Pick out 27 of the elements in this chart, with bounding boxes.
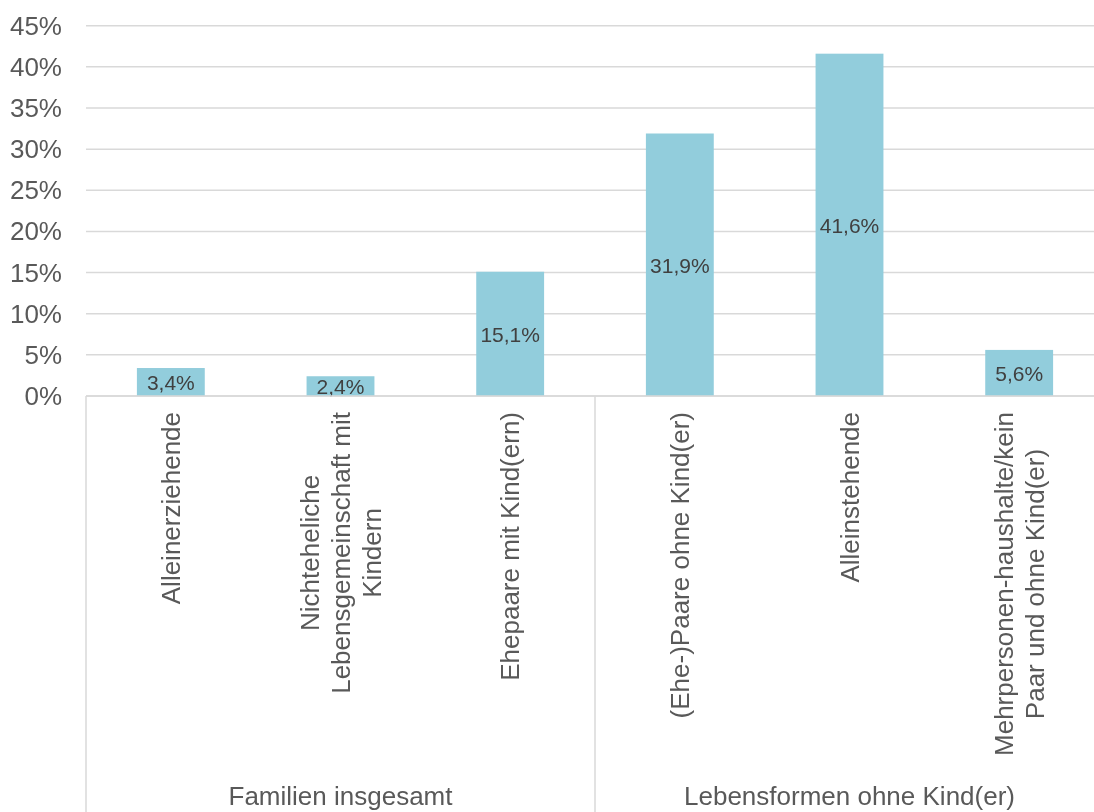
- x-tick-label: Nichteheliche Lebensgemeinschaft mit Kindern: [294, 411, 387, 694]
- y-tick-label: 15%: [9, 257, 62, 288]
- y-tick-label: 20%: [9, 216, 62, 247]
- x-tick-label: Alleinerziehende: [155, 412, 186, 605]
- data-label: 41,6%: [819, 213, 880, 237]
- y-tick-label: 30%: [9, 134, 62, 165]
- y-tick-label: 5%: [24, 339, 62, 370]
- x-tick-label: (Ehe-)Paare ohne Kind(er): [664, 411, 695, 719]
- data-label: 15,1%: [480, 322, 540, 346]
- y-tick-label: 35%: [9, 92, 62, 123]
- x-tick-label: Mehrpersonen-haushalte/kein Paar und ohne Kind(er): [988, 412, 1050, 756]
- bar: [476, 271, 545, 396]
- data-label: 2,4%: [316, 374, 365, 398]
- y-tick-label: 45%: [9, 10, 62, 41]
- text: Lebensformen ohne Kind(er): [684, 781, 1015, 811]
- data-label: 5,6%: [995, 361, 1044, 385]
- bar: [645, 133, 714, 396]
- x-tick-label: Alleinstehende: [834, 412, 865, 583]
- text: Familien insgesamt: [228, 781, 454, 811]
- data-label: 31,9%: [650, 253, 710, 277]
- y-tick-label: 40%: [9, 51, 62, 82]
- bar: [815, 53, 884, 396]
- y-tick-label: 10%: [9, 298, 62, 329]
- data-label: 3,4%: [146, 370, 195, 394]
- x-tick-label: Ehepaare mit Kind(ern): [495, 411, 526, 681]
- y-tick-label: 0%: [24, 381, 62, 411]
- y-tick-label: 25%: [9, 175, 62, 206]
